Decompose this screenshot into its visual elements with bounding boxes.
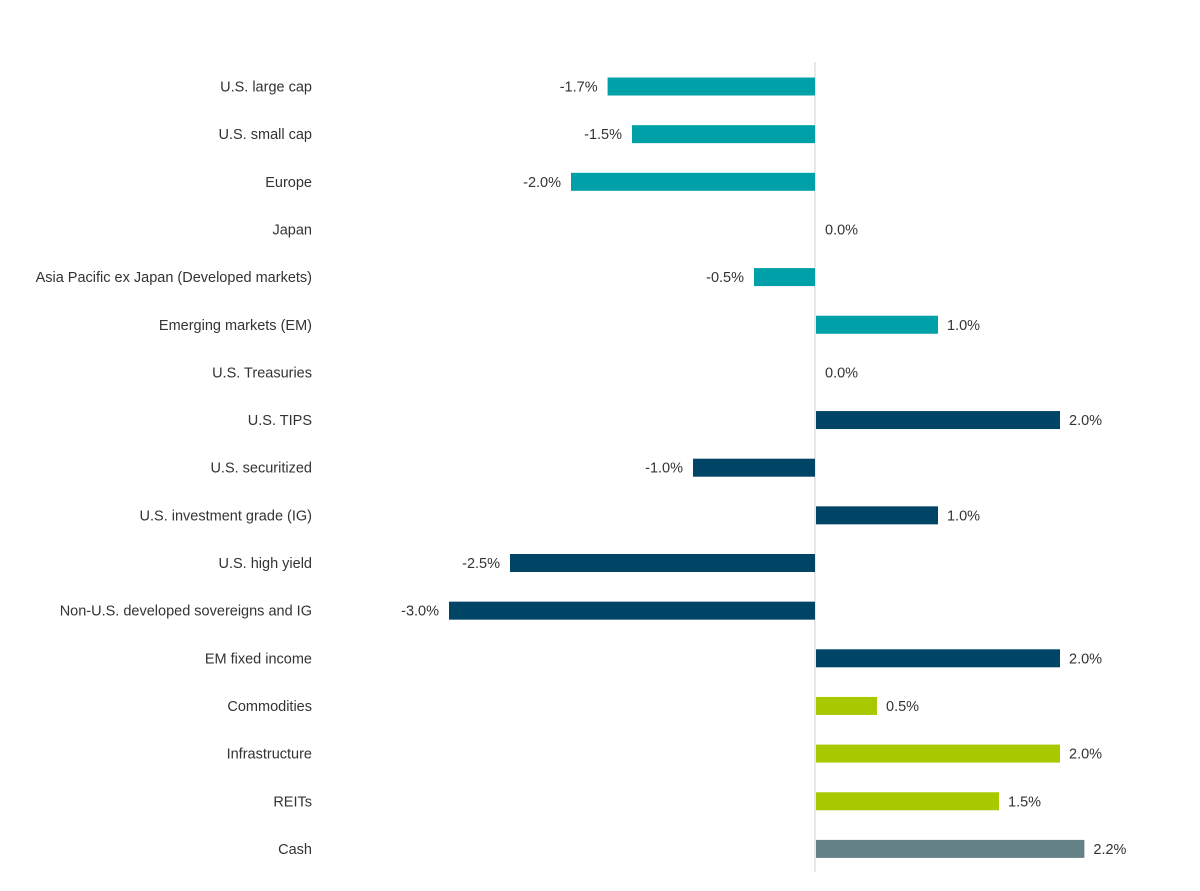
value-label: 1.0% bbox=[947, 318, 980, 334]
category-label: Non-U.S. developed sovereigns and IG bbox=[60, 604, 312, 620]
value-label: 2.2% bbox=[1093, 842, 1126, 858]
category-label: U.S. small cap bbox=[219, 127, 312, 143]
value-label: -2.0% bbox=[523, 175, 561, 191]
bar bbox=[607, 77, 815, 96]
bar bbox=[816, 744, 1060, 763]
value-label: 2.0% bbox=[1069, 413, 1102, 429]
bar bbox=[693, 458, 815, 477]
category-label: REITs bbox=[273, 794, 312, 810]
value-label: 2.0% bbox=[1069, 651, 1102, 667]
bar bbox=[816, 411, 1060, 430]
category-label: U.S. high yield bbox=[219, 556, 313, 572]
category-label: Commodities bbox=[227, 699, 312, 715]
value-label: -2.5% bbox=[462, 556, 500, 572]
category-label: Japan bbox=[272, 222, 312, 238]
value-label: 1.5% bbox=[1008, 794, 1041, 810]
category-label: Europe bbox=[265, 175, 312, 191]
value-label: -1.5% bbox=[584, 127, 622, 143]
bar bbox=[571, 172, 815, 191]
category-label: U.S. investment grade (IG) bbox=[140, 508, 312, 524]
bar bbox=[632, 125, 815, 144]
bar bbox=[449, 601, 815, 620]
category-label: Emerging markets (EM) bbox=[159, 318, 312, 334]
category-label: Asia Pacific ex Japan (Developed markets… bbox=[36, 270, 312, 286]
category-label: Infrastructure bbox=[227, 747, 312, 763]
category-labels-group: U.S. large cap U.S. small cap Europe Japan A… bbox=[36, 80, 312, 858]
bars-group bbox=[449, 77, 1085, 858]
value-label: 0.0% bbox=[825, 365, 858, 381]
bar bbox=[816, 649, 1060, 668]
bar bbox=[754, 268, 815, 287]
value-label: 0.0% bbox=[825, 222, 858, 238]
value-label: -1.0% bbox=[645, 461, 683, 477]
bar bbox=[816, 792, 999, 811]
value-label: 2.0% bbox=[1069, 747, 1102, 763]
value-label: 0.5% bbox=[886, 699, 919, 715]
value-label: -1.7% bbox=[560, 80, 598, 96]
bar bbox=[816, 839, 1085, 858]
category-label: EM fixed income bbox=[205, 651, 312, 667]
category-label: U.S. securitized bbox=[210, 461, 312, 477]
value-label: -0.5% bbox=[706, 270, 744, 286]
bar bbox=[816, 315, 938, 334]
category-label: U.S. large cap bbox=[220, 80, 312, 96]
value-labels-group: -1.7% -1.5% -2.0% 0.0% -0.5% 1.0% 0.0% 2.0% -1.0… bbox=[401, 80, 1126, 858]
value-label: 1.0% bbox=[947, 508, 980, 524]
category-label: U.S. TIPS bbox=[248, 413, 312, 429]
category-label: Cash bbox=[278, 842, 312, 858]
category-label: U.S. Treasuries bbox=[212, 365, 312, 381]
bar bbox=[816, 506, 938, 525]
bar bbox=[510, 554, 815, 572]
bar bbox=[816, 696, 877, 715]
value-label: -3.0% bbox=[401, 604, 439, 620]
